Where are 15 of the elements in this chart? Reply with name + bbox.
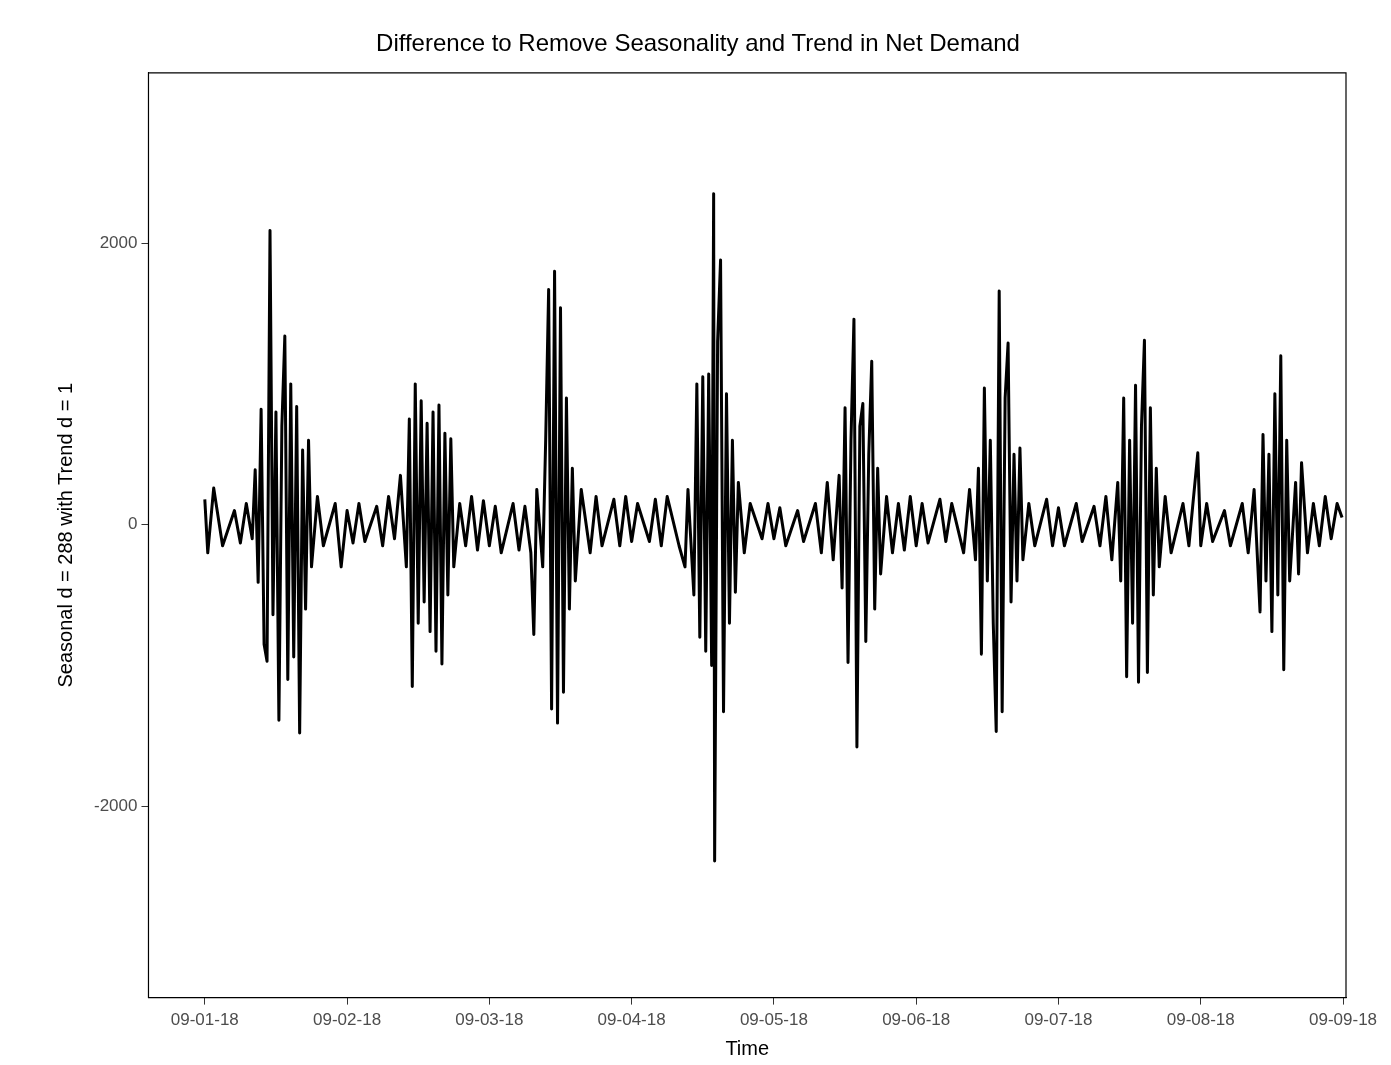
y-tick-label: 2000	[99, 232, 138, 252]
y-tick-label: -2000	[94, 795, 138, 815]
x-tick-label: 09-01-18	[170, 1010, 239, 1030]
x-tick-label: 09-08-18	[1166, 1010, 1235, 1030]
y-tick-label: 0	[128, 514, 138, 534]
chart-title: Difference to Remove Seasonality and Trend in Net Demand	[376, 29, 1020, 57]
x-tick-label: 09-06-18	[882, 1010, 951, 1030]
y-axis-title: Seasonal d = 288 with Trend d = 1	[53, 382, 76, 688]
x-tick-label: 09-04-18	[597, 1010, 666, 1030]
x-tick-label: 09-09-18	[1309, 1010, 1378, 1030]
x-tick-label: 09-02-18	[313, 1010, 382, 1030]
x-tick-label: 09-05-18	[739, 1010, 808, 1030]
x-tick-label: 09-03-18	[455, 1010, 524, 1030]
x-tick-label: 09-07-18	[1024, 1010, 1093, 1030]
x-axis-title: Time	[725, 1036, 770, 1059]
